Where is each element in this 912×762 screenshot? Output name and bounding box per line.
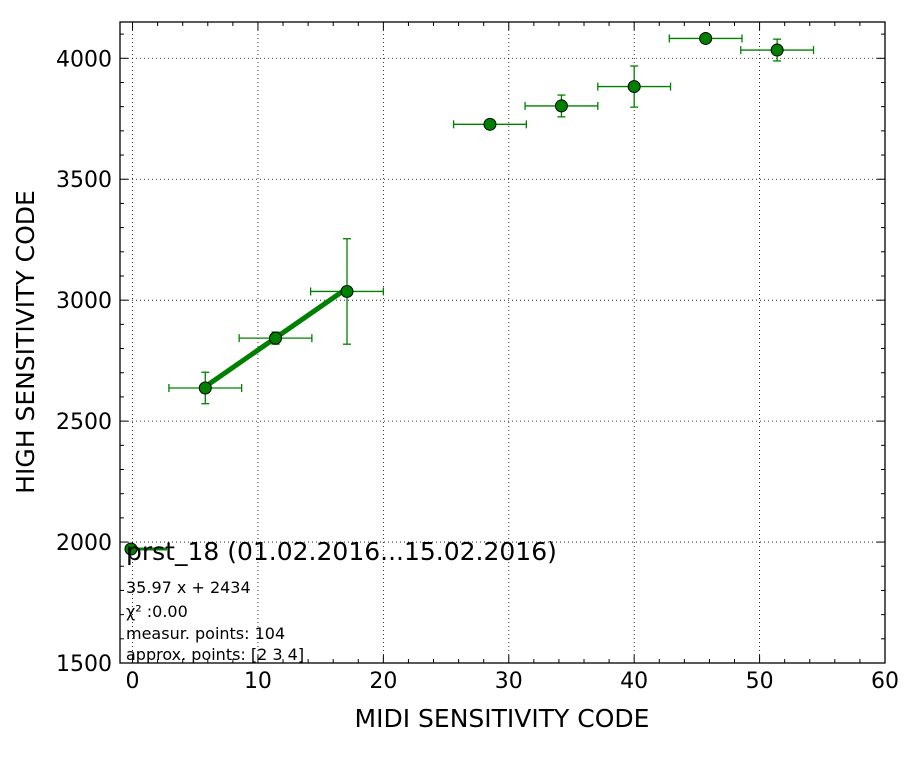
x-tick-label: 30 — [495, 669, 523, 694]
data-point — [340, 284, 354, 298]
measured-points-count: measur. points: 104 — [126, 624, 285, 643]
y-tick-label: 3000 — [56, 289, 112, 314]
x-tick-labels: 0 10 20 30 40 50 60 — [126, 669, 899, 694]
data-point — [269, 331, 283, 345]
x-tick-label: 20 — [369, 669, 397, 694]
fit-equation: 35.97 x + 2434 — [126, 578, 251, 597]
tick-marks — [120, 22, 886, 664]
data-point — [770, 43, 784, 57]
y-tick-label: 3500 — [56, 168, 112, 193]
chi-squared: χ² :0.00 — [126, 602, 188, 621]
data-point — [483, 117, 497, 131]
data-point — [627, 80, 641, 94]
x-tick-label: 60 — [871, 669, 899, 694]
y-tick-labels: 1500 2000 2500 3000 3500 4000 — [56, 47, 112, 677]
x-tick-label: 0 — [126, 669, 140, 694]
fit-annotations: 35.97 x + 2434 χ² :0.00 measur. points: … — [126, 578, 304, 664]
legend-marker — [124, 542, 138, 556]
data-point — [699, 31, 713, 45]
x-axis-label: MIDI SENSITIVITY CODE — [355, 704, 650, 733]
approx-points-list: approx. points: [2 3 4] — [126, 645, 304, 664]
y-tick-label: 4000 — [56, 47, 112, 72]
x-tick-label: 40 — [620, 669, 648, 694]
y-axis-label: HIGH SENSITIVITY CODE — [11, 190, 40, 494]
y-tick-label: 2500 — [56, 410, 112, 435]
x-tick-label: 10 — [244, 669, 272, 694]
y-tick-label: 1500 — [56, 652, 112, 677]
y-tick-label: 2000 — [56, 531, 112, 556]
plot-background — [120, 22, 885, 663]
data-point — [554, 99, 568, 113]
data-point — [198, 381, 212, 395]
data-points — [198, 31, 784, 395]
legend-label: prst_18 (01.02.2016...15.02.2016) — [126, 537, 557, 566]
plot-frame — [119, 21, 886, 664]
x-tick-label: 50 — [746, 669, 774, 694]
legend: prst_18 (01.02.2016...15.02.2016) — [124, 537, 557, 566]
